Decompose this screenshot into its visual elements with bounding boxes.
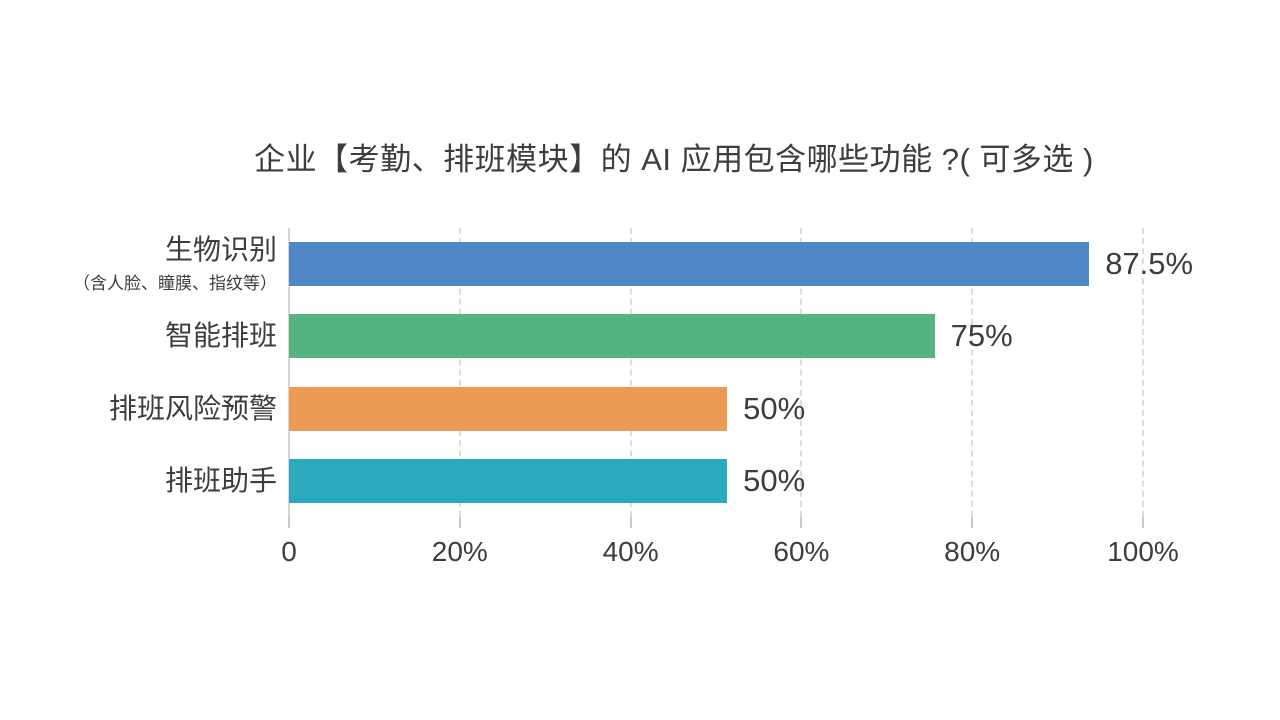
bar-row: 50% [289, 373, 1143, 445]
value-label: 50% [743, 462, 806, 498]
category-label-row: 排班风险预警 [0, 373, 277, 445]
category-label: 排班风险预警 [108, 392, 277, 424]
bar [289, 314, 935, 359]
plot-area: 87.5% 75% 50% 50% [288, 228, 1193, 517]
gridline [971, 228, 974, 517]
x-tick-label: 20% [431, 536, 488, 567]
gridline [288, 228, 290, 517]
gridline [458, 228, 461, 517]
x-axis-ticks [288, 517, 1144, 528]
category-label: 智能排班 [164, 320, 277, 352]
x-tick-label: 0 [281, 536, 297, 567]
category-label-row: 排班助手 [0, 445, 277, 517]
bar [289, 386, 728, 431]
x-tick-label: 100% [1107, 536, 1179, 567]
x-tick-mark [458, 517, 461, 528]
value-label: 87.5% [1105, 246, 1194, 282]
x-axis-labels: 0 20% 40% 60% 80% 100% [281, 536, 1179, 572]
category-sublabel: （含人脸、瞳膜、指纹等） [73, 274, 277, 294]
bar-row: 50% [289, 445, 1143, 517]
x-tick-mark [1142, 517, 1144, 528]
category-label-row: 智能排班 [0, 300, 277, 372]
x-tick-mark [288, 517, 290, 528]
gridline [1142, 228, 1144, 517]
bar-row: 75% [289, 300, 1143, 372]
x-tick-mark [629, 517, 632, 528]
category-label: 排班助手 [164, 464, 277, 496]
gridline [800, 228, 803, 517]
value-label: 50% [743, 390, 806, 426]
bar [289, 458, 728, 503]
chart-title: 企业【考勤、排班模块】的 AI 应用包含哪些功能 ?( 可多选 ) [254, 142, 1094, 177]
bar-row: 87.5% [289, 228, 1193, 300]
category-label-row: 生物识别 （含人脸、瞳膜、指纹等） [0, 228, 277, 300]
category-label: 生物识别 [164, 234, 277, 266]
x-tick-label: 80% [944, 536, 1001, 567]
gridline [629, 228, 632, 517]
category-labels-column: 生物识别 （含人脸、瞳膜、指纹等） 智能排班排班风险预警排班助手 [0, 228, 277, 517]
x-tick-mark [971, 517, 974, 528]
x-tick-label: 60% [773, 536, 830, 567]
value-label: 75% [950, 318, 1013, 354]
x-tick-label: 40% [602, 536, 659, 567]
bar [289, 242, 1090, 287]
x-tick-mark [800, 517, 803, 528]
